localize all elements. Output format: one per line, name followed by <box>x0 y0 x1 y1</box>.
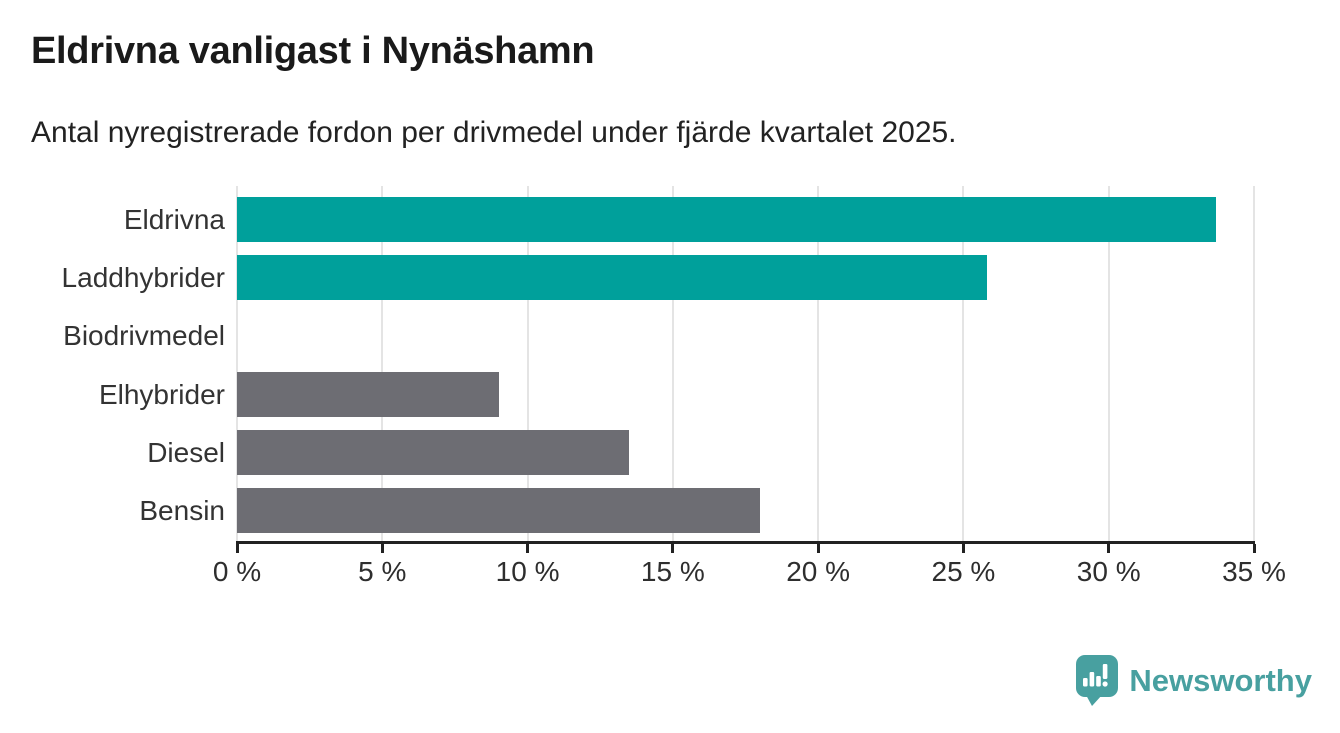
x-tick-label-10: 10 % <box>495 556 560 587</box>
category-label-biodrivmedel: Biodrivmedel <box>63 320 225 352</box>
x-axis-tick-20 <box>816 544 820 553</box>
x-axis-tick-25 <box>961 544 965 553</box>
gridline-15 <box>671 186 674 541</box>
gridline-30 <box>1107 186 1110 541</box>
gridline-0 <box>236 186 238 541</box>
x-tick-label-15: 15 % <box>640 556 705 587</box>
category-label-eldrivna: Eldrivna <box>123 203 225 235</box>
newsworthy-icon <box>1075 655 1119 707</box>
newsworthy-wordmark: Newsworthy <box>1129 663 1312 698</box>
newsworthy-logo: Newsworthy <box>1075 655 1312 707</box>
x-axis-tick-0 <box>235 544 239 553</box>
x-axis-tick-35 <box>1252 544 1256 553</box>
bar-diesel <box>237 429 630 475</box>
x-tick-label-20: 20 % <box>786 556 851 587</box>
x-axis-tick-5 <box>380 544 384 553</box>
x-tick-label-25: 25 % <box>931 556 996 587</box>
bar-bensin <box>237 488 761 534</box>
category-label-elhybrider: Elhybrider <box>98 378 225 410</box>
x-axis-tick-10 <box>526 544 530 553</box>
x-axis-line <box>236 541 1255 544</box>
plot-area <box>236 186 1255 541</box>
category-label-bensin: Bensin <box>139 495 225 527</box>
gridline-35 <box>1253 186 1255 541</box>
chart-title: Eldrivna vanligast i Nynäshamn <box>31 30 595 72</box>
bar-eldrivna <box>237 196 1217 242</box>
category-label-laddhybrider: Laddhybrider <box>61 261 225 293</box>
bar-laddhybrider <box>237 254 987 300</box>
x-tick-label-30: 30 % <box>1076 556 1141 587</box>
gridline-10 <box>526 186 529 541</box>
x-axis-tick-30 <box>1107 544 1111 553</box>
x-tick-label-5: 5 % <box>358 556 407 587</box>
gridline-25 <box>962 186 965 541</box>
chart-subtitle: Antal nyregistrerade fordon per drivmede… <box>31 116 957 149</box>
x-tick-label-35: 35 % <box>1222 556 1286 587</box>
x-tick-label-0: 0 % <box>212 556 262 587</box>
bar-elhybrider <box>237 371 499 417</box>
x-axis-tick-15 <box>671 544 675 553</box>
gridline-5 <box>381 186 384 541</box>
category-label-diesel: Diesel <box>147 436 225 468</box>
gridline-20 <box>817 186 820 541</box>
